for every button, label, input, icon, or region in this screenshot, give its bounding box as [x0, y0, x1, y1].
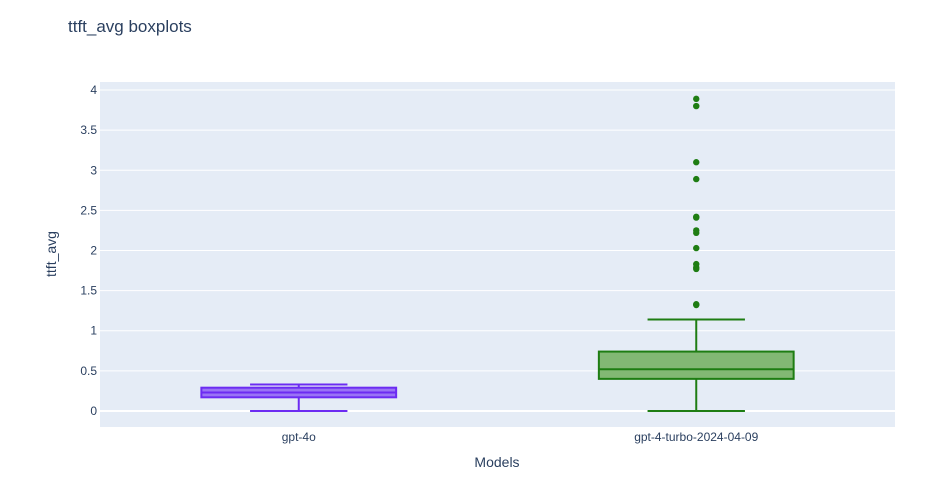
x-tick-label: gpt-4o [282, 430, 316, 444]
x-axis-title: Models [474, 454, 519, 470]
x-tick-label: gpt-4-turbo-2024-04-09 [634, 430, 758, 444]
y-tick-label: 3.5 [80, 123, 97, 137]
outlier-point [693, 213, 700, 220]
outlier-point [693, 260, 700, 268]
outlier-point [693, 95, 700, 103]
outlier-point [693, 102, 700, 110]
box-1 [200, 383, 398, 412]
y-tick-label: 1.5 [80, 284, 97, 298]
iqr-box [597, 350, 795, 380]
y-tick-label: 4 [90, 83, 97, 97]
chart-title: ttft_avg boxplots [68, 17, 192, 36]
outlier-point [693, 244, 700, 252]
y-tick-label: 2.5 [80, 203, 97, 217]
y-tick-label: 0 [90, 404, 97, 418]
outlier-point [693, 159, 700, 166]
outlier-point [693, 227, 700, 234]
y-tick-label: 0.5 [80, 364, 97, 378]
y-tick-label: 3 [90, 163, 97, 177]
y-tick-label: 2 [90, 243, 97, 257]
box-2 [597, 95, 795, 412]
outlier-point [693, 175, 700, 183]
y-tick-label: 1 [90, 324, 97, 338]
outlier-point [693, 301, 700, 308]
y-axis-title: ttft_avg [43, 231, 59, 277]
